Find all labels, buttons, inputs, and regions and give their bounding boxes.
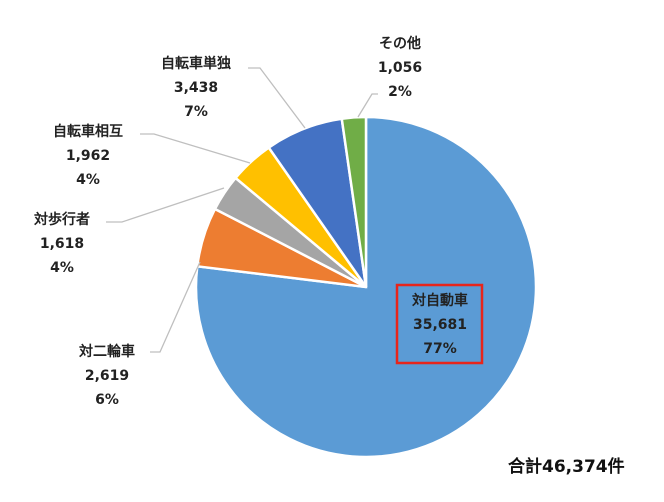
slice-value: 35,681	[413, 317, 467, 333]
pie-slice	[340, 115, 368, 288]
highlight-box	[395, 283, 484, 365]
leader-line	[106, 187, 225, 223]
slice-percent: 77%	[423, 341, 457, 357]
leader-line	[150, 261, 201, 353]
leader-line	[248, 67, 306, 129]
slice-label: 対歩行者	[33, 211, 90, 228]
leader-lines	[106, 67, 378, 353]
slice-value: 1,962	[66, 148, 110, 164]
leader-line	[357, 93, 378, 118]
slice-label: 対自動車	[411, 292, 468, 309]
slice-value: 2,619	[85, 368, 129, 384]
leader-line	[140, 133, 251, 164]
slice-label: 対二輪車	[78, 343, 135, 360]
slice-value: 1,618	[40, 236, 84, 252]
slice-percent: 4%	[76, 172, 100, 188]
slice-value: 3,438	[174, 80, 218, 96]
slice-percent: 4%	[50, 260, 74, 276]
slice-percent: 6%	[95, 392, 119, 408]
pie-slices	[194, 115, 538, 459]
slice-label: 自転車相互	[53, 123, 123, 140]
data-labels: 対自動車 35,681 77% 対二輪車 2,619 6% 対歩行者 1,618 4% 自転車相互…	[33, 35, 484, 408]
total-label: 合計46,374件	[508, 456, 625, 477]
slice-percent: 7%	[184, 104, 208, 120]
slice-value: 1,056	[378, 60, 422, 76]
slice-label: その他	[379, 35, 421, 52]
pie-slice	[194, 115, 538, 459]
slice-percent: 2%	[388, 84, 412, 100]
slice-label: 自転車単独	[161, 55, 231, 72]
